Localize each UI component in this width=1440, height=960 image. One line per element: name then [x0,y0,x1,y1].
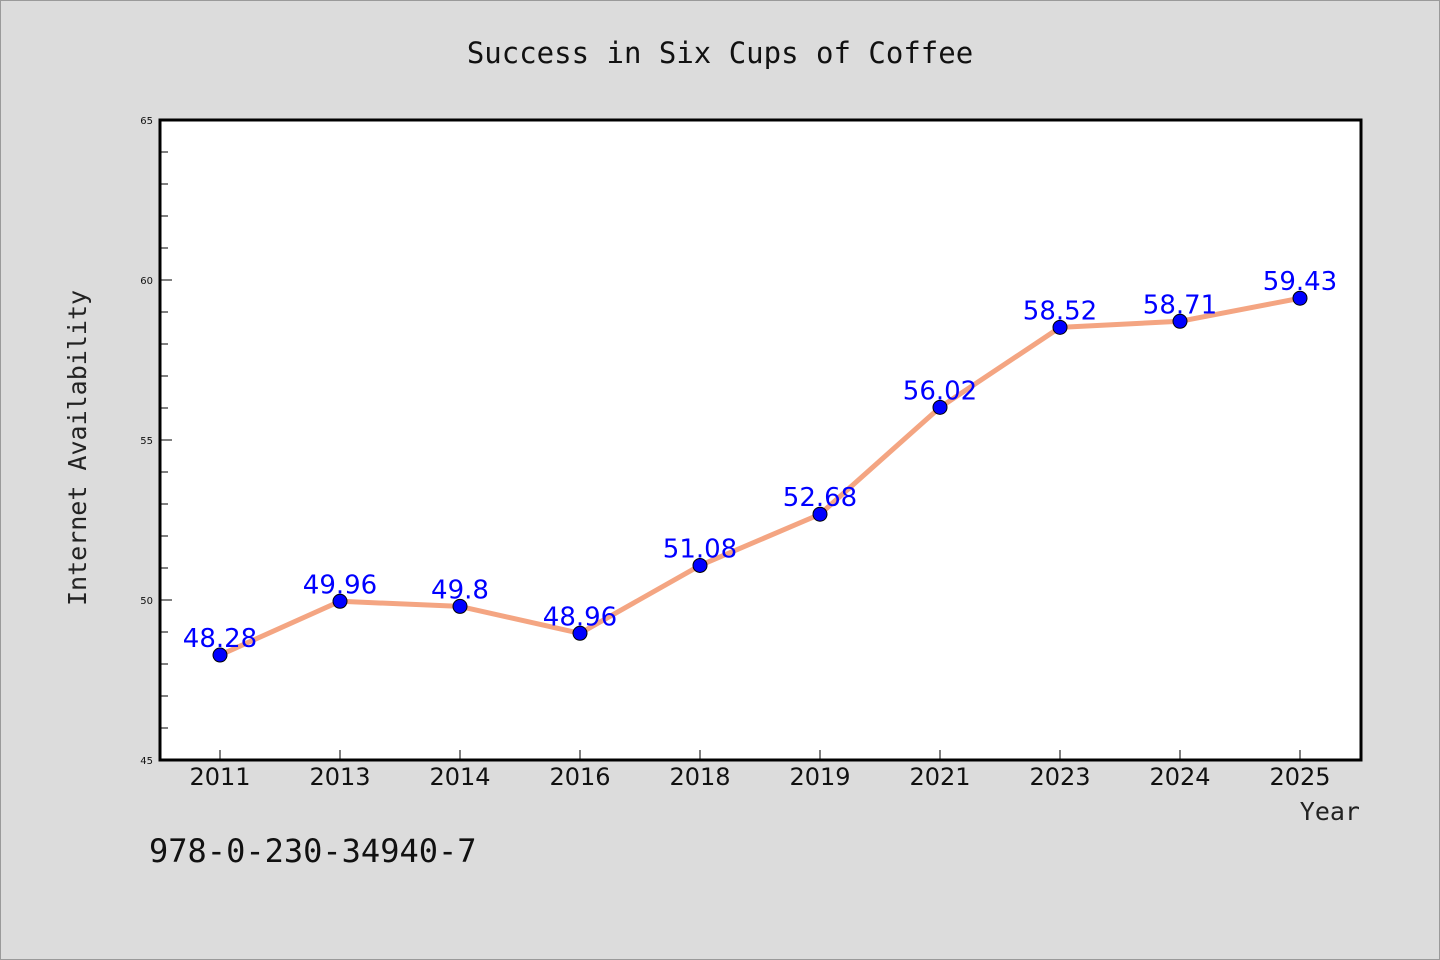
data-label: 52.68 [783,483,857,513]
x-tick-label: 2013 [309,763,370,791]
data-label: 48.28 [183,624,257,654]
x-axis-label: Year [1300,797,1360,826]
x-tick-label: 2019 [789,763,850,791]
x-tick-label: 2011 [189,763,250,791]
data-point [1172,313,1188,329]
data-point [332,593,348,609]
y-tick-label: 45 [140,756,153,767]
data-point [692,557,708,573]
x-tick-label: 2023 [1029,763,1090,791]
data-point [1292,290,1308,306]
chart-title: Success in Six Cups of Coffee [467,36,973,70]
series-line [217,295,1303,658]
series-group: 48.28 49.96 49.8 48.96 51.08 52.68 56.02 58.52 5… [183,267,1337,663]
y-tick-label: 55 [140,436,153,447]
data-label: 58.52 [1023,296,1097,326]
data-label: 59.43 [1263,267,1337,297]
x-tick-label: 2018 [669,763,730,791]
x-tick-label: 2025 [1269,763,1330,791]
data-point [212,647,228,663]
data-label: 51.08 [663,534,737,564]
y-tick-label: 60 [140,276,153,287]
x-tick-label: 2024 [1149,763,1210,791]
y-axis-label: Internet Availability [63,290,92,606]
y-axis: 45 50 55 60 65 [140,116,172,767]
data-label: 48.96 [543,602,617,632]
x-tick-label: 2021 [909,763,970,791]
data-point [812,506,828,522]
data-point [1052,319,1068,335]
data-point [452,598,468,614]
data-point [572,625,588,641]
data-label: 49.96 [303,570,377,600]
data-label: 58.71 [1143,290,1217,320]
y-tick-label: 50 [140,596,153,607]
x-tick-label: 2016 [549,763,610,791]
data-point [932,399,948,415]
data-label: 49.8 [431,575,489,605]
y-tick-label: 65 [140,116,153,127]
plot-area [158,118,1363,762]
data-label: 56.02 [903,376,977,406]
isbn-annotation: 978-0-230-34940-7 [149,832,477,870]
x-tick-label: 2014 [429,763,490,791]
x-axis: 2011 2013 2014 2016 2018 2019 2021 2023 2024 2025 [189,750,1331,791]
